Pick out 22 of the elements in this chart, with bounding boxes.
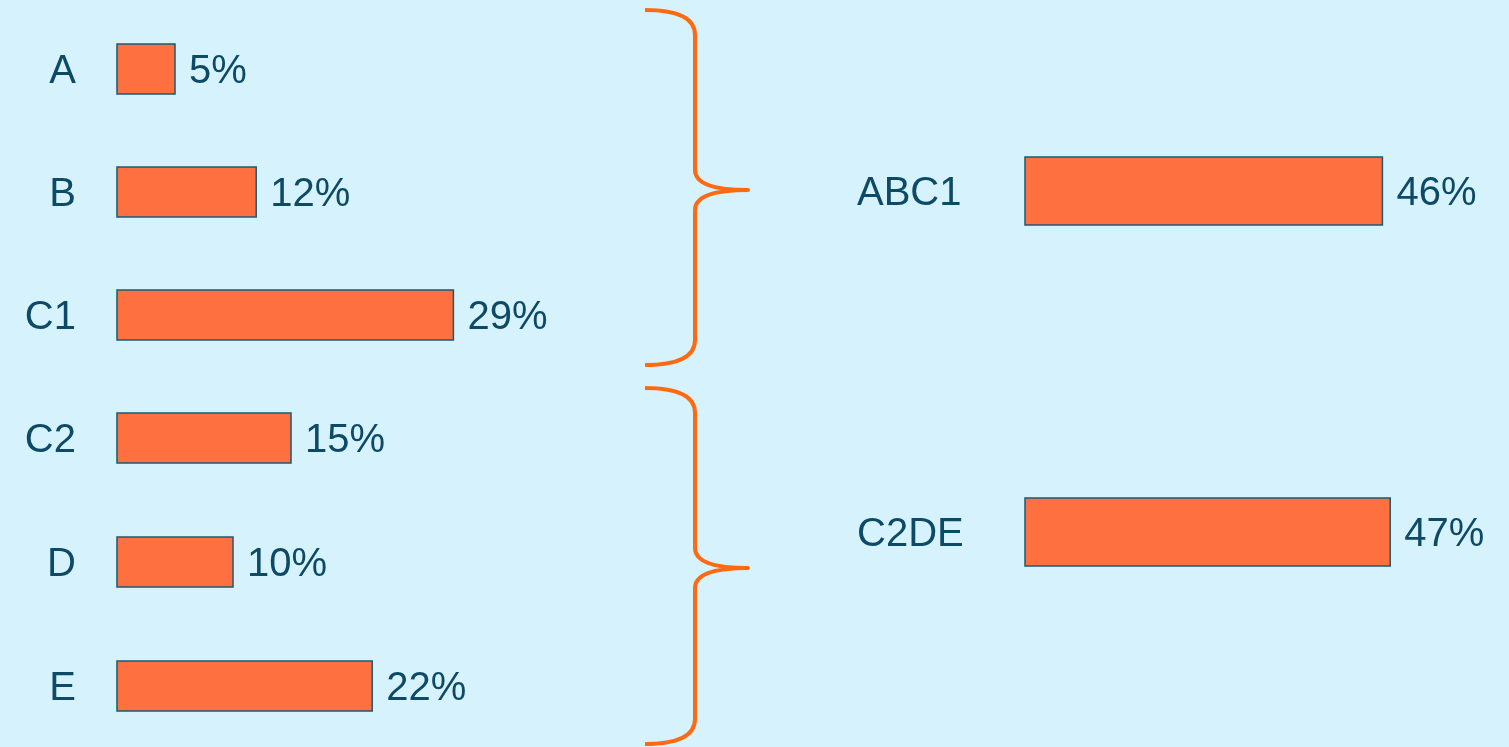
y-tick-label: B xyxy=(49,170,76,214)
bar xyxy=(116,660,373,712)
data-label: 10% xyxy=(247,540,328,584)
y-tick-label: C2 xyxy=(24,416,76,460)
data-label: 29% xyxy=(467,293,548,337)
y-tick-label: C2DE xyxy=(857,510,964,554)
data-label: 46% xyxy=(1396,169,1477,213)
bar xyxy=(116,289,455,341)
bar xyxy=(116,412,292,464)
data-label: 15% xyxy=(305,416,386,460)
data-label: 47% xyxy=(1404,510,1485,554)
data-label: 12% xyxy=(270,170,351,214)
data-label: 5% xyxy=(189,47,247,91)
bar xyxy=(116,536,234,588)
y-tick-label: E xyxy=(49,664,76,708)
y-tick-label: ABC1 xyxy=(857,169,962,213)
y-tick-label: D xyxy=(47,540,76,584)
bar xyxy=(116,166,257,218)
bar xyxy=(116,43,176,95)
y-tick-label: C1 xyxy=(24,293,76,337)
data-label: 22% xyxy=(386,664,467,708)
y-tick-label: A xyxy=(49,47,77,91)
